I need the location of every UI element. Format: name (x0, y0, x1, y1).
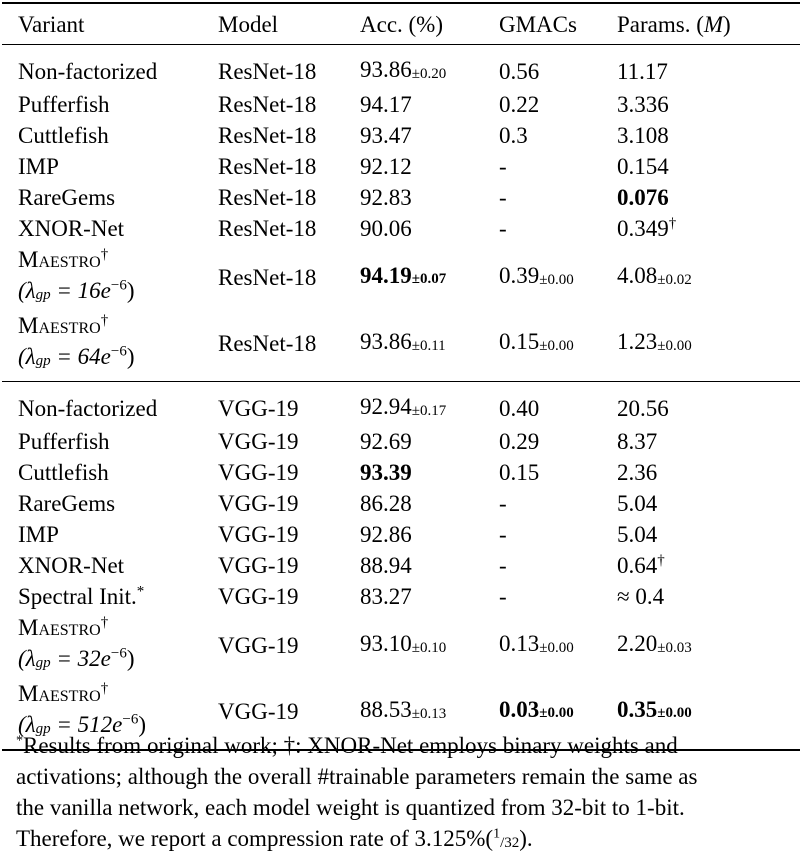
table-row: Spectral Init.* VGG-19 83.27 - ≈ 0.4 (18, 583, 665, 609)
header-accuracy: Acc. (%) (360, 11, 444, 37)
table-row: Cuttlefish ResNet-18 93.47 0.3 3.108 (18, 123, 669, 148)
table-footnote: *Results from original work; †: XNOR-Net… (16, 733, 698, 851)
table-row: IMP VGG-19 92.86 - 5.04 (18, 522, 658, 547)
table-row: Maestro† (λgp = 512e−6) VGG-19 88.53±0.1… (2, 678, 800, 750)
table-row: RareGems ResNet-18 92.83 - 0.076 (18, 185, 669, 210)
table-row: RareGems VGG-19 86.28 - 5.04 (18, 491, 658, 516)
header-model: Model (218, 11, 279, 37)
header-params: Params. (M) (617, 11, 731, 37)
table-row: Maestro† (λgp = 64e−6) ResNet-18 93.86±0… (18, 312, 692, 369)
table-row: XNOR-Net VGG-19 88.94 - 0.64† (18, 552, 665, 578)
header-row: Variant Model Acc. (%) GMACs Params. (M) (2, 3, 800, 45)
table-row: Maestro† (λgp = 16e−6) ResNet-18 94.19±0… (18, 246, 692, 303)
table-row: Pufferfish ResNet-18 94.17 0.22 3.336 (18, 92, 669, 117)
table-row: IMP ResNet-18 92.12 - 0.154 (18, 154, 669, 179)
header-gmacs: GMACs (499, 11, 577, 37)
table-row: Maestro† (λgp = 32e−6) VGG-19 93.10±0.10… (18, 614, 692, 671)
header-variant: Variant (18, 11, 85, 37)
table-row: Non-factorized VGG-19 92.94±0.17 0.40 20… (2, 381, 800, 427)
table-row: Pufferfish VGG-19 92.69 0.29 8.37 (18, 429, 658, 454)
table-row: Cuttlefish VGG-19 93.39 0.15 2.36 (18, 460, 658, 485)
table-row: XNOR-Net ResNet-18 90.06 - 0.349† (18, 215, 677, 241)
table-row: Non-factorized ResNet-18 93.86±0.20 0.56… (2, 44, 800, 90)
comparison-table: Variant Model Acc. (%) GMACs Params. (M)… (2, 2, 800, 751)
